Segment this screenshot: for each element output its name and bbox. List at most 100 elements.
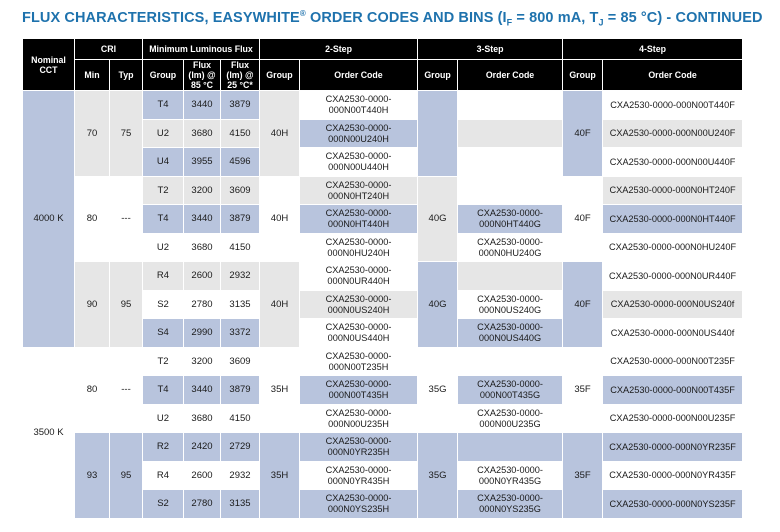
group2-cell: 40H [259, 261, 300, 348]
flux85-cell: 3440 [183, 375, 221, 405]
flux25-cell: 2932 [220, 460, 260, 491]
header-4step-order-code: Order Code [602, 58, 744, 92]
group-cell: S4 [142, 318, 184, 348]
order-code-2step: CXA2530-0000-000N00U240H [298, 118, 419, 149]
order-code-3step [457, 118, 564, 149]
group2-cell: 35H [259, 432, 300, 519]
order-code-3step: CXA2530-0000-000N0US240G [457, 289, 564, 320]
header-3step-group: Group [417, 58, 459, 92]
group-cell: U2 [142, 118, 184, 149]
header-3step-order-code: Order Code [457, 58, 564, 92]
flux25-cell: 3372 [220, 318, 260, 348]
table-row: S2 2780 3135 CXA2530-0000-000N0YS235H CX… [23, 489, 744, 519]
order-code-2step: CXA2530-0000-000N00T440H [298, 90, 419, 120]
table-row: 93 95 R2 2420 2729 35H CXA2530-0000-000N… [23, 432, 744, 519]
cri-min-cell: 80 [74, 346, 110, 434]
flux85-cell: 3200 [183, 175, 221, 206]
flux85-cell: 3680 [183, 232, 221, 263]
flux25-cell: 4150 [220, 232, 260, 263]
order-code-2step: CXA2530-0000-000N00U440H [298, 147, 419, 177]
flux-table: Nominal CCT CRI Minimum Luminous Flux 2-… [22, 37, 744, 519]
group-cell: T2 [142, 346, 184, 377]
table-row: T4 3440 3879 CXA2530-0000-000N0HT440H CX… [23, 204, 744, 234]
flux85-cell: 2780 [183, 489, 221, 519]
flux85-cell: 2600 [183, 261, 221, 291]
group-cell: S2 [142, 489, 184, 519]
flux85-cell: 3440 [183, 204, 221, 234]
table-row: U2 3680 4150 CXA2530-0000-000N0HU240H CX… [23, 232, 744, 263]
order-code-2step: CXA2530-0000-000N0YS235H [298, 489, 419, 519]
header-flux-85: Flux (lm) @ 85 °C [183, 58, 221, 92]
group3-cell: 35G [417, 432, 459, 519]
header-2-step: 2-Step [258, 38, 419, 60]
group3-cell [417, 90, 459, 177]
order-code-2step: CXA2530-0000-000N00T435H [298, 375, 419, 405]
table-row: 80 --- T2 3200 3609 40H CXA2530-0000-000… [23, 175, 744, 263]
header-3-step: 3-Step [417, 38, 564, 60]
order-code-4step: CXA2530-0000-000N0US440f [602, 318, 744, 348]
group4-cell: 40F [562, 90, 604, 177]
order-code-4step: CXA2530-0000-000N00U440F [602, 147, 744, 177]
order-code-2step: CXA2530-0000-000N00T235H [298, 346, 419, 377]
cri-min-cell: 90 [74, 261, 110, 348]
flux25-cell: 2932 [220, 261, 260, 291]
table-row: S4 2990 3372 CXA2530-0000-000N0US440H CX… [23, 318, 744, 348]
table-row: U2 3680 4150 CXA2530-0000-000N00U235H CX… [23, 403, 744, 434]
order-code-3step: CXA2530-0000-000N0YS235G [457, 489, 564, 519]
order-code-4step: CXA2530-0000-000N0YR235F [602, 432, 744, 462]
cri-min-cell: 70 [74, 90, 110, 177]
order-code-3step [457, 175, 564, 206]
group3-cell: 35G [417, 346, 459, 434]
flux25-cell: 3609 [220, 175, 260, 206]
header-4-step: 4-Step [562, 38, 744, 60]
cct-cell: 3500 K [22, 346, 75, 519]
table-row: 4000 K 70 75 T4 3440 3879 40H CXA2530-00… [22, 90, 744, 348]
header-flux-25: Flux (lm) @ 25 °C* [220, 58, 260, 92]
header-cri-min: Min [74, 58, 110, 92]
flux85-cell: 3200 [183, 346, 221, 377]
group3-cell: 40G [417, 261, 459, 348]
order-code-3step: CXA2530-0000-000N00T435G [457, 375, 564, 405]
flux25-cell: 3609 [220, 346, 260, 377]
order-code-3step: CXA2530-0000-000N0HU240G [457, 232, 564, 263]
flux85-cell: 3680 [183, 403, 221, 434]
table-row: R4 2600 2932 CXA2530-0000-000N0YR435H CX… [23, 460, 744, 491]
order-code-3step [457, 261, 564, 291]
cri-typ-cell: --- [109, 175, 143, 263]
table-row: 90 95 R4 2600 2932 40H CXA2530-0000-000N… [23, 261, 744, 348]
flux25-cell: 3135 [220, 489, 260, 519]
table-row: 3500 K 80 --- T2 3200 3609 35H CXA2530-0… [22, 346, 744, 519]
order-code-4step: CXA2530-0000-000N0YR435F [602, 460, 744, 491]
flux25-cell: 4596 [220, 147, 260, 177]
group2-cell: 40H [259, 90, 300, 177]
table-row: S2 2780 3135 CXA2530-0000-000N0US240H CX… [23, 289, 744, 320]
flux85-cell: 3955 [183, 147, 221, 177]
order-code-3step [457, 432, 564, 462]
order-code-2step: CXA2530-0000-000N00U235H [298, 403, 419, 434]
flux85-cell: 2420 [183, 432, 221, 462]
order-code-2step: CXA2530-0000-000N0UR440H [298, 261, 419, 291]
order-code-3step [457, 147, 564, 177]
header-cri: CRI [74, 38, 143, 60]
header-flux-group: Group [142, 58, 184, 92]
table-row: U4 3955 4596 CXA2530-0000-000N00U440H CX… [23, 147, 744, 177]
flux25-cell: 4150 [220, 403, 260, 434]
order-code-4step: CXA2530-0000-000N00U240F [602, 118, 744, 149]
table-row: U2 3680 4150 CXA2530-0000-000N00U240H CX… [23, 118, 744, 149]
order-code-4step: CXA2530-0000-000N0HT240F [602, 175, 744, 206]
group-cell: R4 [142, 460, 184, 491]
group4-cell: 40F [562, 261, 604, 348]
flux25-cell: 3135 [220, 289, 260, 320]
order-code-3step [457, 346, 564, 377]
group-cell: U4 [142, 147, 184, 177]
cri-typ-cell: 75 [109, 90, 143, 177]
order-code-2step: CXA2530-0000-000N0US240H [298, 289, 419, 320]
header-nominal-cct: Nominal CCT [22, 37, 75, 92]
group4-cell: 35F [562, 432, 604, 519]
header-2step-order-code: Order Code [298, 58, 419, 92]
flux85-cell: 2990 [183, 318, 221, 348]
group-cell: R4 [142, 261, 184, 291]
order-code-3step: CXA2530-0000-000N00U235G [457, 403, 564, 434]
table-row: T4 3440 3879 CXA2530-0000-000N00T435H CX… [23, 375, 744, 405]
header-4step-group: Group [562, 58, 604, 92]
